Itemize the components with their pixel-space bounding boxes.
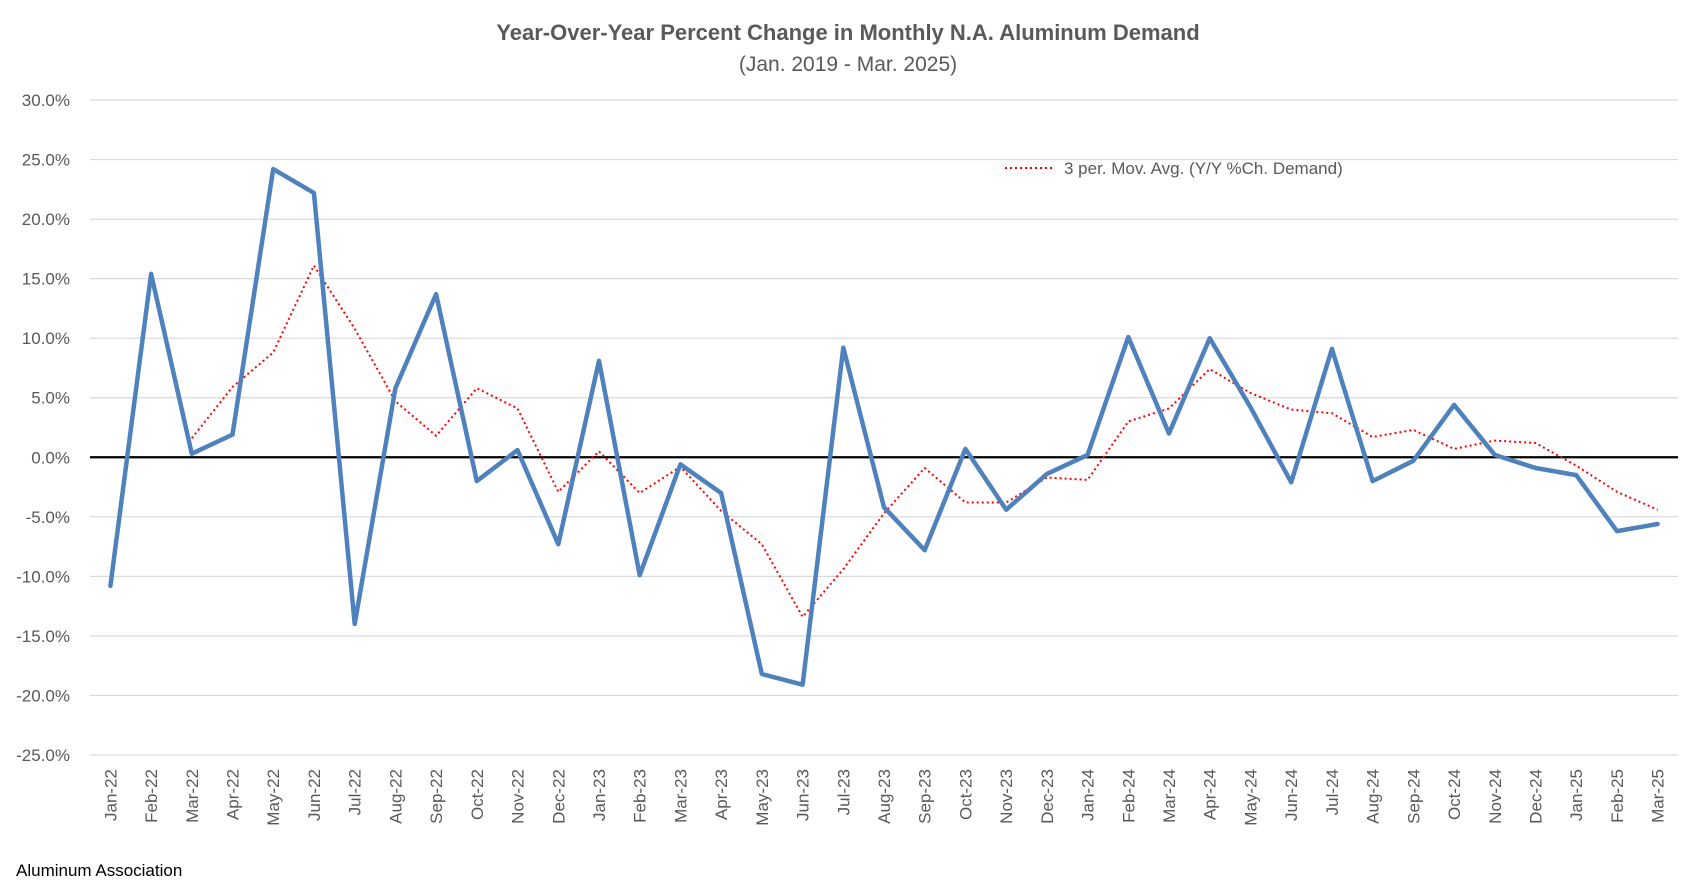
x-tick-label: Feb-23: [631, 769, 650, 823]
x-tick-label: Sep-22: [427, 769, 446, 824]
x-tick-label: Mar-24: [1160, 769, 1179, 823]
series-line-moving-average: [191, 264, 1659, 618]
x-tick-label: Sep-24: [1404, 769, 1423, 824]
x-tick-label: May-23: [753, 769, 772, 826]
x-tick-label: May-24: [1241, 769, 1260, 826]
x-tick-label: Jul-23: [834, 769, 853, 815]
series-lines: [108, 166, 1660, 687]
y-tick-label: -10.0%: [16, 567, 70, 586]
x-tick-label: Nov-23: [997, 769, 1016, 824]
y-tick-label: 10.0%: [22, 329, 70, 348]
x-tick-label: Jul-24: [1323, 769, 1342, 815]
legend-label-moving-average: 3 per. Mov. Avg. (Y/Y %Ch. Demand): [1064, 159, 1343, 178]
x-tick-label: Oct-24: [1445, 769, 1464, 820]
y-tick-label: -5.0%: [26, 508, 70, 527]
legend: 3 per. Mov. Avg. (Y/Y %Ch. Demand): [1005, 159, 1343, 178]
x-tick-label: Oct-23: [956, 769, 975, 820]
y-tick-label: 5.0%: [31, 389, 70, 408]
x-tick-label: Sep-23: [916, 769, 935, 824]
x-tick-label: May-22: [264, 769, 283, 826]
x-tick-label: Aug-23: [875, 769, 894, 824]
x-tick-label: Mar-25: [1649, 769, 1668, 823]
x-tick-label: Aug-24: [1364, 769, 1383, 824]
y-axis-ticks: -25.0% -20.0% -15.0% -10.0% -5.0% 0.0% 5.0% 10.…: [16, 91, 70, 765]
series-line-yoy-demand: [108, 166, 1660, 687]
source-note: Aluminum Association: [16, 861, 182, 880]
x-tick-label: Apr-24: [1201, 769, 1220, 820]
x-tick-label: Feb-22: [142, 769, 161, 823]
x-tick-label: Jan-22: [101, 769, 120, 821]
x-tick-label: Feb-24: [1119, 769, 1138, 823]
x-tick-label: Jan-23: [590, 769, 609, 821]
x-tick-label: Jun-23: [794, 769, 813, 821]
x-tick-label: Dec-23: [1038, 769, 1057, 824]
x-tick-label: Apr-22: [224, 769, 243, 820]
x-tick-label: Jan-24: [1079, 769, 1098, 821]
x-tick-label: Mar-23: [671, 769, 690, 823]
x-tick-label: Jun-22: [305, 769, 324, 821]
x-tick-label: Dec-22: [549, 769, 568, 824]
x-tick-label: Mar-22: [183, 769, 202, 823]
y-tick-label: -15.0%: [16, 627, 70, 646]
x-axis-ticks: Jan-22 Feb-22 Mar-22 Apr-22 May-22 Jun-22 Jul-…: [101, 769, 1667, 826]
x-tick-label: Aug-22: [386, 769, 405, 824]
x-tick-label: Jul-22: [346, 769, 365, 815]
x-tick-label: Nov-24: [1486, 769, 1505, 824]
y-tick-label: 0.0%: [31, 448, 70, 467]
x-tick-label: Feb-25: [1608, 769, 1627, 823]
x-tick-label: Nov-22: [509, 769, 528, 824]
x-tick-label: Jan-25: [1567, 769, 1586, 821]
x-tick-label: Apr-23: [712, 769, 731, 820]
chart-title: Year-Over-Year Percent Change in Monthly…: [496, 20, 1199, 45]
y-tick-label: 30.0%: [22, 91, 70, 110]
x-tick-label: Oct-22: [468, 769, 487, 820]
y-tick-label: -25.0%: [16, 746, 70, 765]
y-tick-label: 25.0%: [22, 151, 70, 170]
y-tick-label: 20.0%: [22, 210, 70, 229]
x-tick-label: Jun-24: [1282, 769, 1301, 821]
y-tick-label: 15.0%: [22, 270, 70, 289]
chart-subtitle: (Jan. 2019 - Mar. 2025): [739, 53, 957, 76]
y-tick-label: -20.0%: [16, 686, 70, 705]
x-tick-label: Dec-24: [1526, 769, 1545, 824]
